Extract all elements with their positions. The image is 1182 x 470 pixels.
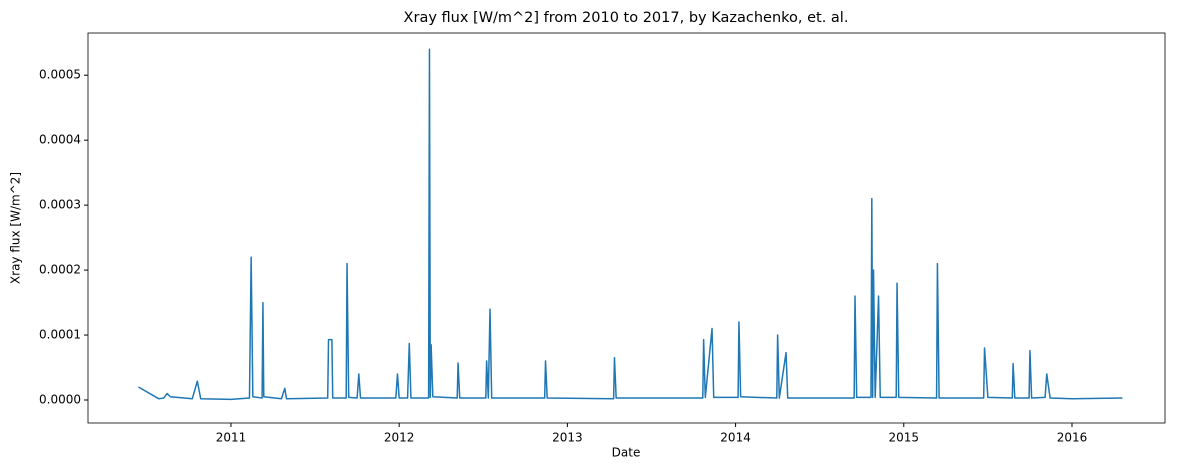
x-tick-label: 2011: [216, 431, 247, 445]
x-tick-label: 2016: [1057, 431, 1088, 445]
y-tick-label: 0.0000: [39, 393, 81, 407]
data-line: [138, 48, 1123, 401]
x-tick-label: 2014: [720, 431, 751, 445]
x-axis-label: Date: [612, 446, 641, 460]
y-tick-label: 0.0005: [39, 68, 81, 82]
plot-frame: [87, 32, 1166, 424]
x-tick-label: 2015: [889, 431, 920, 445]
y-tick-label: 0.0002: [39, 263, 81, 277]
y-tick-label: 0.0004: [39, 133, 81, 147]
y-tick-label: 0.0001: [39, 328, 81, 342]
x-tick-label: 2013: [552, 431, 583, 445]
chart-title: Xray flux [W/m^2] from 2010 to 2017, by …: [404, 10, 849, 26]
y-tick-label: 0.0003: [39, 198, 81, 212]
x-tick-label: 2012: [384, 431, 415, 445]
y-axis-label: Xray flux [W/m^2]: [9, 172, 23, 284]
